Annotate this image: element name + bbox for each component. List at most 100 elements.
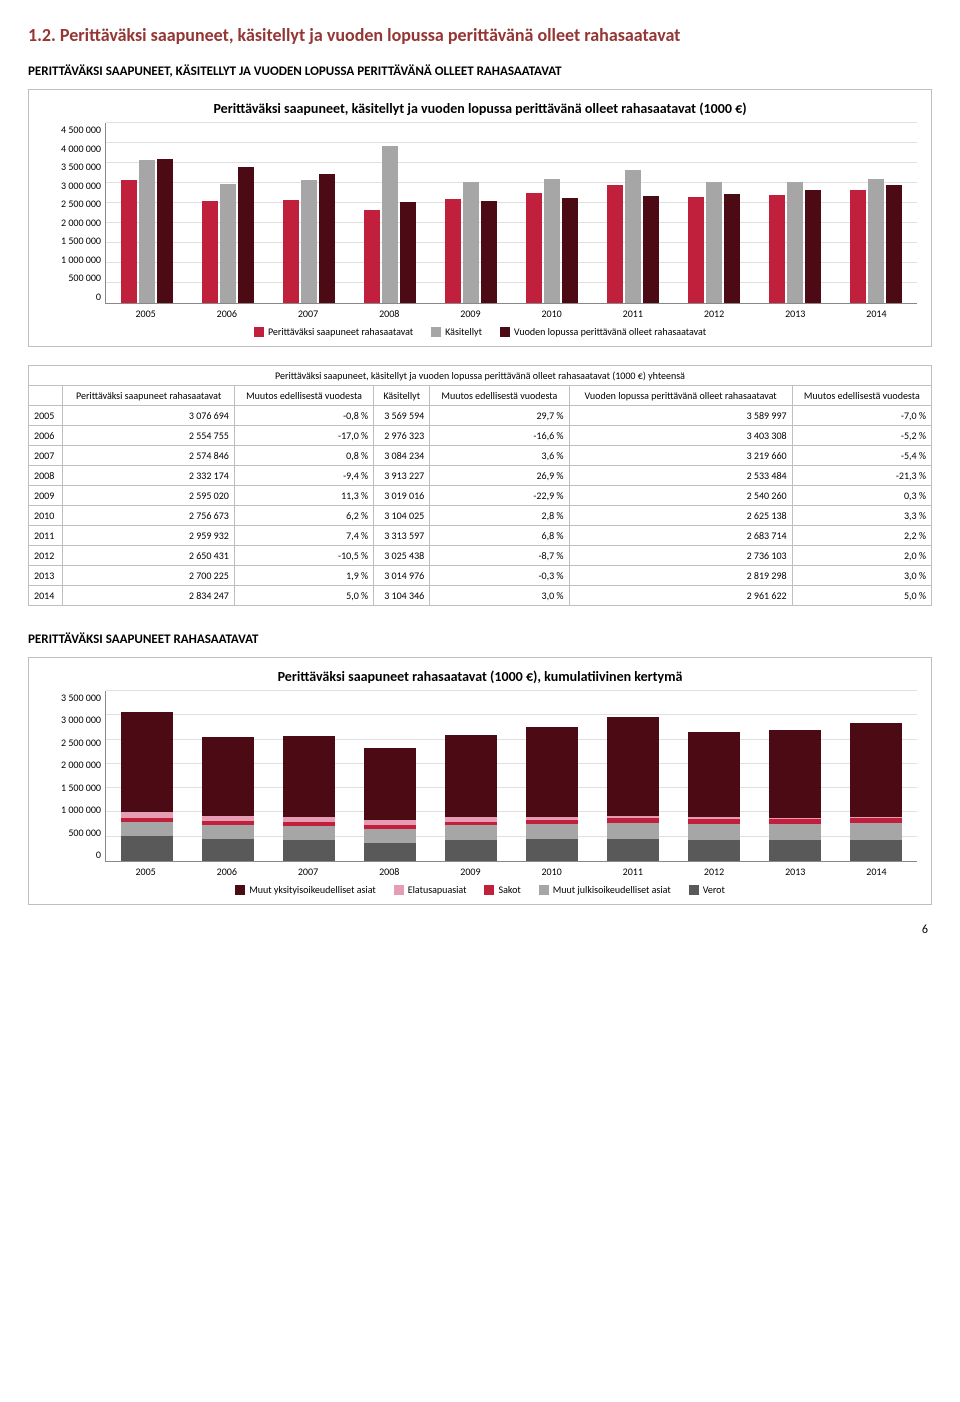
legend-swatch <box>235 885 245 895</box>
table-cell: 2 533 484 <box>569 466 792 486</box>
stacked-segment <box>607 823 659 839</box>
legend-item: Elatusapuasiat <box>394 883 467 896</box>
bar <box>850 190 866 303</box>
xtick: 2013 <box>755 307 836 320</box>
table-cell: 2 976 323 <box>374 426 430 446</box>
bar <box>787 182 803 303</box>
table-row: 20082 332 174-9,4 %3 913 22726,9 %2 533 … <box>29 466 932 486</box>
table-cell: 2 683 714 <box>569 526 792 546</box>
xtick: 2006 <box>186 307 267 320</box>
ytick: 3 500 000 <box>43 691 101 704</box>
bar <box>562 198 578 303</box>
ytick: 0 <box>43 290 101 303</box>
xtick: 2005 <box>105 865 186 878</box>
bar <box>283 200 299 303</box>
table-cell: 2011 <box>29 526 63 546</box>
xtick: 2008 <box>349 865 430 878</box>
xtick: 2010 <box>511 865 592 878</box>
legend-label: Vuoden lopussa perittävänä olleet rahasa… <box>514 325 706 338</box>
table-row: 20092 595 02011,3 %3 019 016-22,9 %2 540… <box>29 486 932 506</box>
legend-swatch <box>484 885 494 895</box>
stacked-segment <box>364 829 416 843</box>
bars-row <box>106 123 917 303</box>
year-group <box>607 170 659 303</box>
table-cell: 2 540 260 <box>569 486 792 506</box>
table-cell: -22,9 % <box>430 486 569 506</box>
stacked-segment <box>445 840 497 861</box>
chart1-legend: Perittäväksi saapuneet rahasaatavatKäsit… <box>43 325 917 338</box>
table-row: 20072 574 8460,8 %3 084 2343,6 %3 219 66… <box>29 446 932 466</box>
table-cell: 2009 <box>29 486 63 506</box>
table-cell: 3 104 025 <box>374 506 430 526</box>
table-cell: 2 595 020 <box>63 486 235 506</box>
legend-item: Vuoden lopussa perittävänä olleet rahasa… <box>500 325 706 338</box>
table-cell: 3 104 346 <box>374 586 430 606</box>
table-cell: 5,0 % <box>792 586 931 606</box>
table-head-c5: Vuoden lopussa perittävänä olleet rahasa… <box>569 386 792 406</box>
table-row: 20102 756 6736,2 %3 104 0252,8 %2 625 13… <box>29 506 932 526</box>
table-cell: 3 589 997 <box>569 406 792 426</box>
legend-label: Elatusapuasiat <box>408 883 467 896</box>
ytick: 1 500 000 <box>43 234 101 247</box>
table-cell: 3 219 660 <box>569 446 792 466</box>
bar <box>301 180 317 303</box>
bar <box>607 185 623 303</box>
table-head-c2: Muutos edellisestä vuodesta <box>234 386 373 406</box>
legend-item: Muut julkisoikeudelliset asiat <box>539 883 671 896</box>
bar <box>202 201 218 303</box>
table-cell: 5,0 % <box>234 586 373 606</box>
year-group <box>202 167 254 303</box>
bar <box>805 190 821 303</box>
stacked-segment <box>121 712 173 812</box>
page-number: 6 <box>28 923 932 937</box>
legend-item: Sakot <box>484 883 520 896</box>
table-cell: 26,9 % <box>430 466 569 486</box>
table-cell: 3,3 % <box>792 506 931 526</box>
year-group <box>769 182 821 303</box>
ytick: 3 000 000 <box>43 713 101 726</box>
stacked-segment <box>283 736 335 817</box>
chart1-title: Perittäväksi saapuneet, käsitellyt ja vu… <box>43 100 917 117</box>
table-cell: 2006 <box>29 426 63 446</box>
sub-title-1: PERITTÄVÄKSI SAAPUNEET, KÄSITELLYT JA VU… <box>28 64 932 79</box>
stacked-segment <box>688 840 740 861</box>
stacked-bar <box>364 748 416 861</box>
year-group <box>364 146 416 303</box>
bar <box>706 182 722 303</box>
table-cell: -5,2 % <box>792 426 931 446</box>
table-row: 20142 834 2475,0 %3 104 3463,0 %2 961 62… <box>29 586 932 606</box>
xtick: 2009 <box>430 865 511 878</box>
table-cell: -8,7 % <box>430 546 569 566</box>
table-cell: 3,0 % <box>792 566 931 586</box>
table-row: 20112 959 9327,4 %3 313 5976,8 %2 683 71… <box>29 526 932 546</box>
stacked-segment <box>283 840 335 861</box>
chart1-area: 4 500 0004 000 0003 500 0003 000 0002 50… <box>43 123 917 304</box>
xtick: 2013 <box>755 865 836 878</box>
table-cell: 2 700 225 <box>63 566 235 586</box>
stacked-bar <box>607 717 659 861</box>
xtick: 2012 <box>673 865 754 878</box>
table-cell: 2010 <box>29 506 63 526</box>
legend-label: Muut yksityisoikeudelliset asiat <box>249 883 376 896</box>
table-cell: 2 961 622 <box>569 586 792 606</box>
chart2-legend: Muut yksityisoikeudelliset asiat Elatusap… <box>43 883 917 896</box>
table-cell: 2 574 846 <box>63 446 235 466</box>
stacked-segment <box>445 825 497 840</box>
bar <box>382 146 398 303</box>
table-row: 20132 700 2251,9 %3 014 976-0,3 %2 819 2… <box>29 566 932 586</box>
stacked-segment <box>202 737 254 816</box>
table-cell: 3 313 597 <box>374 526 430 546</box>
table-cell: 2008 <box>29 466 63 486</box>
table-cell: 0,8 % <box>234 446 373 466</box>
legend-swatch <box>539 885 549 895</box>
stacked-segment <box>850 840 902 861</box>
year-group <box>445 182 497 303</box>
table-cell: 2013 <box>29 566 63 586</box>
ytick: 2 500 000 <box>43 736 101 749</box>
table-cell: 3 014 976 <box>374 566 430 586</box>
table-cell: 2 819 298 <box>569 566 792 586</box>
chart2-yaxis: 3 500 0003 000 0002 500 0002 000 0001 50… <box>43 691 105 861</box>
xtick: 2011 <box>592 865 673 878</box>
table-cell: 2012 <box>29 546 63 566</box>
table-cell: 2,8 % <box>430 506 569 526</box>
